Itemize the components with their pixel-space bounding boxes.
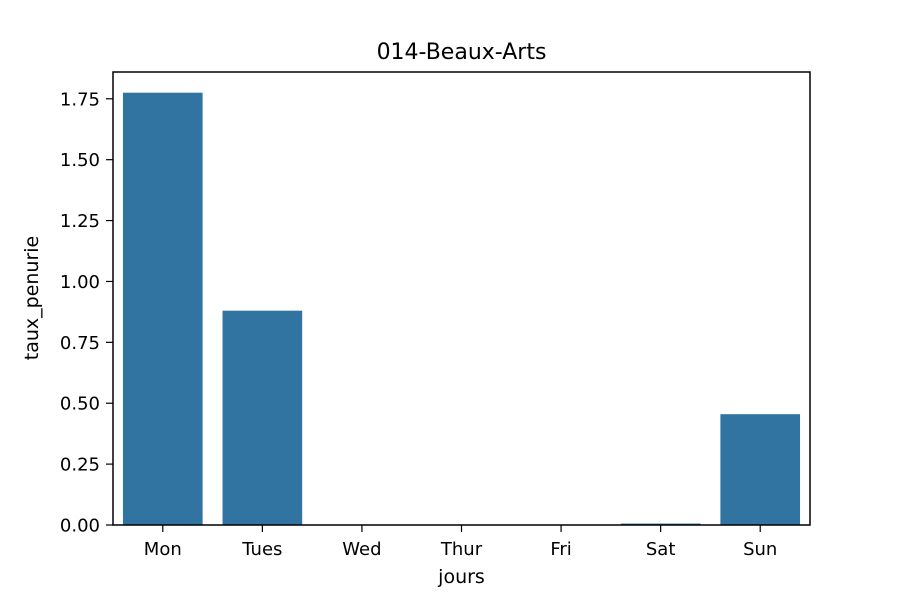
x-tick-label: Tues (241, 539, 282, 560)
y-tick-label: 1.75 (60, 89, 100, 110)
plot-frame (112, 71, 811, 526)
bar-sun (720, 414, 801, 525)
y-tick-label: 0.50 (60, 394, 100, 415)
x-tick-label: Sun (743, 539, 777, 560)
y-tick-label: 0.00 (60, 516, 100, 537)
x-tick-label: Wed (342, 539, 381, 560)
y-tick-label: 1.50 (60, 150, 100, 171)
x-axis-label: jours (437, 566, 485, 588)
x-tick-label: Fri (550, 539, 571, 560)
x-tick-label: Mon (144, 539, 182, 560)
bars-group (122, 92, 801, 526)
y-tick-label: 1.25 (60, 211, 100, 232)
y-tick-label: 0.25 (60, 455, 100, 476)
bar-tues (222, 310, 303, 525)
bar-mon (122, 92, 203, 526)
chart-title: 014-Beaux-Arts (377, 40, 547, 65)
y-axis: 0.00 0.25 0.50 0.75 1.00 1.25 1.50 1.75 (60, 89, 113, 537)
x-axis: Mon Tues Wed Thur Fri Sat Sun (144, 525, 777, 560)
y-axis-label: taux_penurie (21, 236, 43, 361)
y-tick-label: 1.00 (60, 272, 100, 293)
y-tick-label: 0.75 (60, 333, 100, 354)
x-tick-label: Sat (646, 539, 676, 560)
x-tick-label: Thur (440, 539, 483, 560)
